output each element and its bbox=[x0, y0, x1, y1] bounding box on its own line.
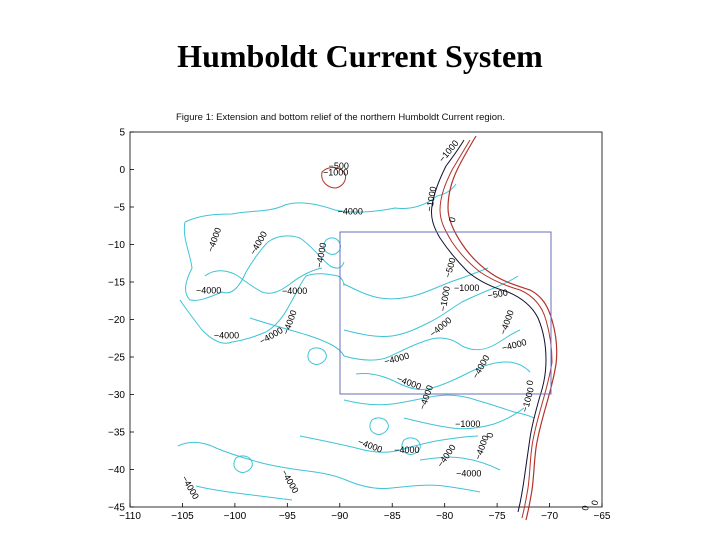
y-tick-label: 5 bbox=[119, 128, 125, 139]
contour-label: −1000 bbox=[438, 285, 452, 312]
contour-label: 0 bbox=[485, 432, 496, 439]
contour-label: −4000 bbox=[501, 337, 528, 353]
contour-label: −1000 bbox=[520, 386, 536, 413]
deep-contour-islands bbox=[233, 237, 421, 473]
contour-label: −4000 bbox=[279, 468, 300, 495]
deep-contour-box-west bbox=[343, 267, 489, 300]
contour-label: −4000 bbox=[435, 443, 458, 469]
contour-label: −4000 bbox=[394, 445, 419, 455]
deep-contour-south-box bbox=[343, 394, 535, 419]
study-region-box bbox=[339, 231, 552, 395]
contour-label: 0 bbox=[447, 216, 458, 223]
x-tick-label: −110 bbox=[119, 511, 141, 522]
contour-label: −4000 bbox=[214, 330, 239, 340]
contour-label: −4000 bbox=[282, 286, 307, 296]
x-tick-label: −90 bbox=[331, 511, 348, 522]
x-tick-label: −105 bbox=[171, 511, 194, 522]
contour-label: −500 bbox=[329, 161, 349, 171]
shelf-contours bbox=[321, 135, 558, 521]
contour-label: 0 bbox=[524, 379, 535, 386]
contour-label: −4000 bbox=[357, 437, 384, 455]
contour-label: −4000 bbox=[383, 351, 410, 367]
y-tick-label: −25 bbox=[108, 353, 125, 364]
deep-contours bbox=[177, 183, 535, 501]
contour-label: 0 bbox=[589, 499, 600, 506]
contour-label: −4000 bbox=[180, 474, 201, 501]
y-tick-label: −20 bbox=[108, 315, 125, 326]
contour-label: −4000 bbox=[248, 230, 269, 257]
contour-label: −4000 bbox=[205, 226, 223, 253]
y-tick-label: −30 bbox=[108, 390, 125, 401]
x-tick-label: −100 bbox=[224, 511, 247, 522]
y-tick-label: −45 bbox=[108, 503, 125, 514]
contour-label: 0 bbox=[580, 505, 591, 512]
contour-label: −4000 bbox=[428, 315, 454, 339]
shelf-contour-500 bbox=[439, 139, 553, 519]
y-axis: 5 0 −5 −10 −15 −20 −25 −30 −35 −40 −45 bbox=[108, 128, 134, 514]
x-tick-label: −95 bbox=[279, 511, 296, 522]
deep-contour-north bbox=[184, 183, 457, 223]
y-tick-label: −15 bbox=[108, 278, 125, 289]
deep-contour-west bbox=[179, 273, 345, 344]
contour-label: −4000 bbox=[395, 374, 422, 392]
y-tick-label: −5 bbox=[114, 203, 126, 214]
contour-label: −1000 bbox=[454, 283, 479, 293]
contour-label: −4000 bbox=[314, 242, 328, 269]
y-tick-label: −10 bbox=[108, 240, 125, 251]
coastline bbox=[447, 135, 558, 521]
x-tick-label: −65 bbox=[594, 511, 611, 522]
x-tick-label: −70 bbox=[541, 511, 558, 522]
deep-contour-bottom-west bbox=[177, 441, 481, 493]
deep-contour-south-inner bbox=[403, 407, 525, 471]
x-tick-label: −80 bbox=[436, 511, 453, 522]
x-axis: −110 −105 −100 −95 −90 −85 −80 −75 −70 −65 bbox=[119, 503, 611, 522]
deep-contour-northwest bbox=[183, 221, 345, 301]
slide-title: Humboldt Current System bbox=[177, 38, 543, 74]
contour-label: −500 bbox=[487, 287, 509, 300]
deep-contour-box-south bbox=[343, 329, 521, 361]
contour-label: −4000 bbox=[456, 468, 481, 478]
contour-label: −4000 bbox=[338, 207, 363, 217]
deep-contour-box-mid bbox=[343, 275, 519, 337]
galapagos-contour bbox=[321, 167, 347, 189]
shelf-contour-1000 bbox=[431, 139, 547, 513]
contour-label: −4000 bbox=[470, 353, 491, 380]
contour-label: −4000 bbox=[498, 309, 516, 336]
contour-label: −1000 bbox=[323, 168, 348, 178]
contour-label: −4000 bbox=[196, 285, 221, 295]
y-tick-label: 0 bbox=[119, 165, 125, 176]
x-tick-label: −75 bbox=[489, 511, 506, 522]
figure-caption: Figure 1: Extension and bottom relief of… bbox=[176, 112, 505, 123]
deep-contour-bottom-south bbox=[195, 435, 479, 501]
y-tick-label: −40 bbox=[108, 465, 125, 476]
contour-label: −1000 bbox=[455, 419, 480, 429]
y-tick-label: −35 bbox=[108, 428, 125, 439]
contour-label: −500 bbox=[443, 257, 458, 279]
deep-contour-central bbox=[204, 267, 345, 357]
contour-labels: −4000−4000−4000−4000−4000 −4000−4000 −4000… bbox=[180, 138, 601, 511]
deep-contour-box-lower bbox=[355, 361, 531, 391]
contour-label: −1000 bbox=[424, 186, 438, 213]
x-tick-label: −85 bbox=[384, 511, 401, 522]
